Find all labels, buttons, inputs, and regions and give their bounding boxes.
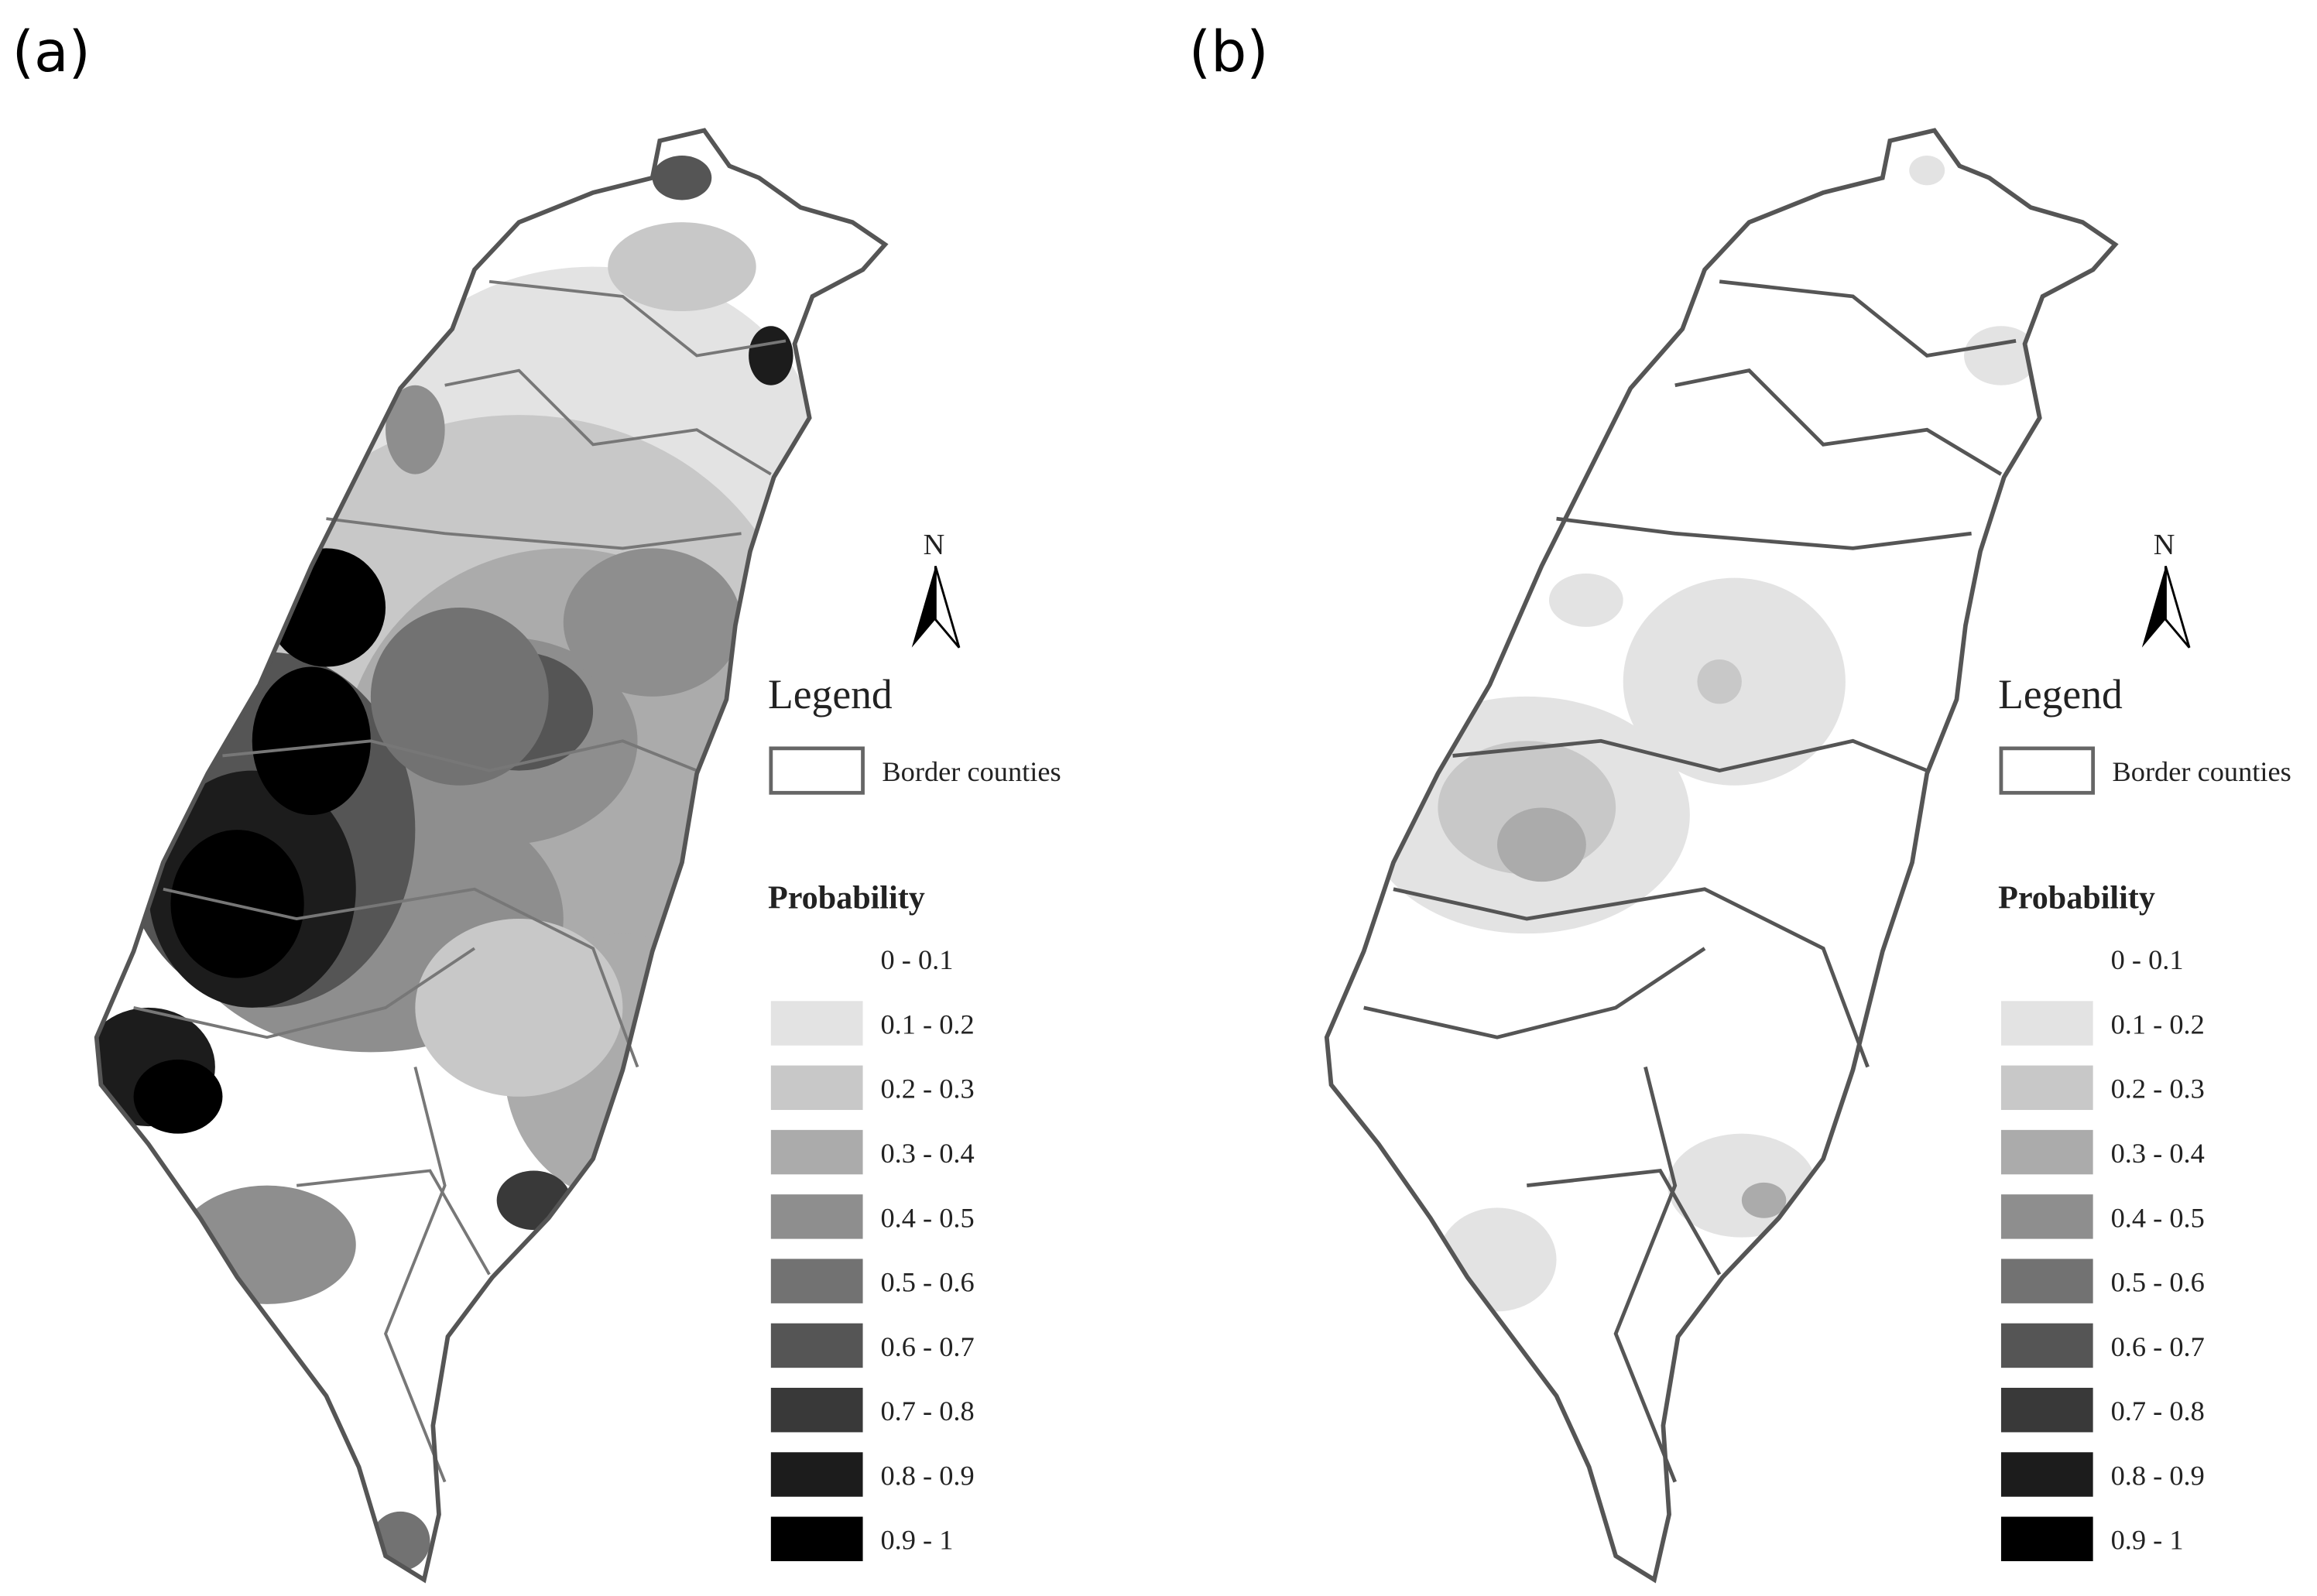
- class-swatch: [770, 1388, 863, 1433]
- class-label: 0.5 - 0.6: [881, 1267, 975, 1298]
- class-label: 0.8 - 0.9: [2111, 1460, 2205, 1491]
- class-label: 0.8 - 0.9: [881, 1460, 975, 1491]
- north-arrow: [911, 566, 936, 648]
- panel-label: (b): [1189, 19, 1269, 85]
- border-swatch: [769, 746, 865, 795]
- class-swatch: [770, 1323, 863, 1368]
- class-swatch: [770, 1001, 863, 1046]
- class-swatch: [770, 937, 863, 981]
- class-label: 0.3 - 0.4: [881, 1138, 975, 1169]
- panel-label: (a): [12, 19, 91, 85]
- surface-patch: [1964, 326, 2038, 385]
- class-swatch: [770, 1194, 863, 1239]
- class-label: 0.4 - 0.5: [2111, 1202, 2205, 1233]
- surface-patch: [178, 1185, 356, 1304]
- county-borders: [1363, 279, 2017, 1483]
- class-label: 0.2 - 0.3: [2111, 1074, 2205, 1105]
- class-swatch: [2000, 1129, 2093, 1175]
- class-label: 0.7 - 0.8: [2111, 1396, 2205, 1426]
- class-swatch: [2000, 1001, 2093, 1046]
- surface-patch: [133, 1059, 223, 1134]
- surface-patch: [652, 156, 712, 200]
- class-label: 0.2 - 0.3: [881, 1074, 975, 1105]
- border-label: Border counties: [2113, 756, 2291, 787]
- class-label: 0.1 - 0.2: [2111, 1009, 2205, 1039]
- north-arrow: [2141, 566, 2166, 648]
- border-label: Border counties: [882, 756, 1061, 787]
- surface-patch: [749, 326, 793, 385]
- legend-title: Legend: [768, 671, 893, 718]
- surface-patch: [252, 666, 371, 816]
- surface-patch: [1548, 573, 1623, 627]
- probability-surface: [1363, 156, 2038, 1312]
- surface-patch: [370, 607, 549, 786]
- north-label: N: [924, 529, 945, 561]
- panel-a: (a) N Legend Border counties Probability 0 -…: [12, 19, 1061, 1580]
- class-label: 0.9 - 1: [881, 1525, 954, 1556]
- class-label: 0.6 - 0.7: [881, 1331, 975, 1362]
- class-label: 0.6 - 0.7: [2111, 1331, 2205, 1362]
- north-arrow: [2164, 565, 2191, 649]
- class-swatch: [770, 1259, 863, 1303]
- class-swatch: [2000, 1323, 2093, 1368]
- class-swatch: [770, 1129, 863, 1175]
- surface-patch: [608, 222, 756, 312]
- class-swatch: [2000, 1259, 2093, 1303]
- class-swatch: [2000, 1388, 2093, 1433]
- probability-title: Probability: [768, 880, 925, 916]
- class-swatch: [770, 1452, 863, 1497]
- surface-patch: [1741, 1182, 1787, 1218]
- probability-title: Probability: [1998, 880, 2155, 916]
- class-label: 0.4 - 0.5: [881, 1202, 975, 1233]
- class-swatch: [2000, 937, 2093, 981]
- class-swatch: [770, 1065, 863, 1111]
- class-label: 0.5 - 0.6: [2111, 1267, 2205, 1298]
- probability-surface: [96, 156, 816, 1571]
- class-label: 0.7 - 0.8: [881, 1396, 975, 1426]
- surface-patch: [1496, 807, 1586, 882]
- county-borders: [133, 279, 787, 1483]
- class-swatch: [2000, 1194, 2093, 1239]
- class-label: 0 - 0.1: [2111, 944, 2184, 975]
- north-label: N: [2154, 529, 2175, 561]
- class-label: 0.1 - 0.2: [881, 1009, 975, 1039]
- surface-patch: [266, 548, 386, 667]
- class-swatch: [2000, 1516, 2093, 1562]
- surface-patch: [1697, 659, 1742, 704]
- border-swatch: [1999, 746, 2096, 795]
- legend-title: Legend: [1998, 671, 2123, 718]
- panel-b: (b) N Legend Border counties Probability 0 -…: [1189, 19, 2291, 1580]
- surface-patch: [386, 385, 445, 474]
- class-swatch: [2000, 1065, 2093, 1111]
- class-label: 0.3 - 0.4: [2111, 1138, 2205, 1169]
- surface-patch: [170, 830, 304, 978]
- class-swatch: [770, 1516, 863, 1562]
- surface-patch: [563, 548, 742, 697]
- class-swatch: [2000, 1452, 2093, 1497]
- north-arrow: [934, 565, 961, 649]
- class-label: 0 - 0.1: [881, 944, 954, 975]
- surface-patch: [1909, 156, 1945, 186]
- surface-patch: [415, 919, 623, 1097]
- class-label: 0.9 - 1: [2111, 1525, 2184, 1556]
